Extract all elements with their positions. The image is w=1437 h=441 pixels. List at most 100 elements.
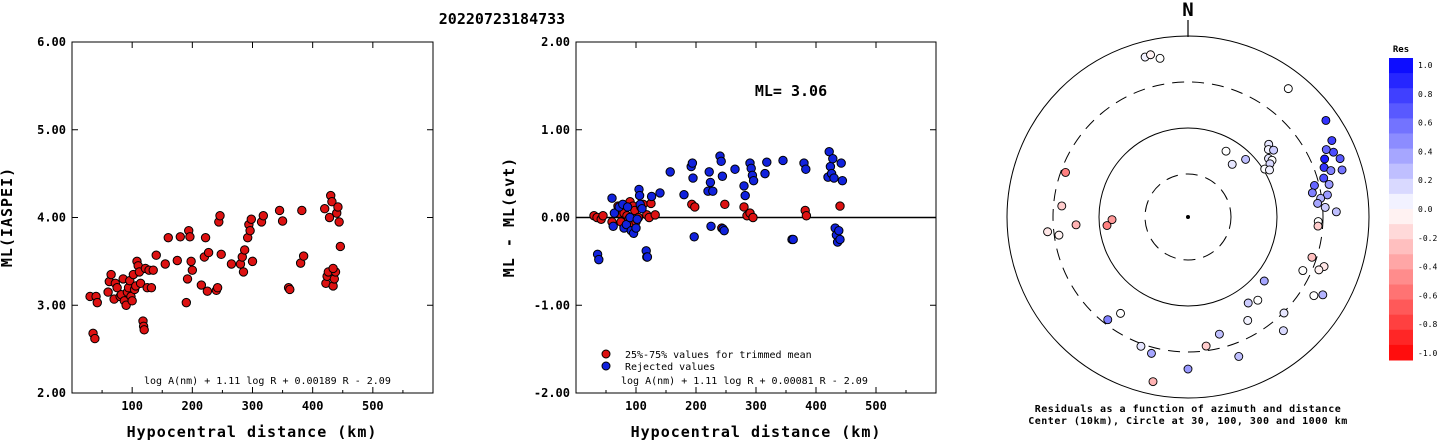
station-marker [1327,136,1337,145]
station-marker [1146,50,1155,60]
colorbar-cell [1389,133,1413,150]
colorbar-tick-label: 0.4 [1418,147,1433,156]
mid-point-s1 [730,164,740,174]
left-point-s0 [239,245,250,255]
left-xtick-label: 100 [121,399,143,413]
mid-point-s1 [646,191,657,202]
colorbar-cell [1389,58,1413,74]
station-marker [1227,159,1237,169]
station-marker [1265,165,1274,175]
station-marker [1043,227,1053,237]
left-point-s0 [203,247,214,258]
legend-blue-marker [601,361,611,371]
left-point-s0 [185,232,195,242]
colorbar-tick-label: 1.0 [1418,61,1433,70]
xlabel-middle: Hypocentral distance (km) [631,423,882,441]
colorbar-cell [1389,103,1413,119]
left-point-s0 [285,284,295,295]
left-point-s0 [334,217,344,227]
outer-ring-1000km [1006,35,1370,399]
left-ytick-label: 3.00 [37,298,66,312]
left-ytick-label: 5.00 [37,123,66,137]
mid-point-s1 [748,175,759,186]
left-point-s0 [297,205,307,216]
left-point-s0 [298,251,309,261]
left-ytick-label: 4.00 [37,211,66,225]
station-marker [1307,252,1317,262]
station-marker [1307,188,1317,198]
ylabel-left: ML(IASPEI) [0,167,16,267]
left-point-s0 [92,297,102,308]
colorbar-cell [1389,269,1413,285]
ring-100km [1098,127,1278,307]
left-point-s0 [238,267,249,277]
left-point-s0 [196,280,207,290]
left-point-s0 [139,325,149,335]
left-point-s0 [258,211,269,221]
colorbar-cell [1389,344,1413,361]
mid-point-s1 [594,254,604,265]
mid-point-s1 [837,175,848,186]
left-point-s0 [324,212,335,223]
station-marker [1155,53,1165,63]
station-marker [1298,266,1308,275]
mid-ytick-label: 1.00 [541,123,570,137]
station-marker [1283,84,1293,94]
station-marker [1337,165,1347,175]
mid-point-s1 [717,171,728,181]
colorbar-tick-label: -0.2 [1418,234,1437,243]
ring-30km [1144,173,1232,261]
left-xtick-label: 300 [242,399,264,413]
left-point-s0 [151,250,161,260]
left-point-s0 [148,265,158,275]
station-marker [1319,173,1329,183]
left-point-s0 [226,259,237,269]
colorbar-cell [1389,314,1413,331]
mid-point-s1 [739,181,749,191]
left-point-s0 [175,232,186,242]
mid-point-s1 [705,177,716,188]
mid-point-s1 [719,225,729,236]
ml-value: ML= 3.06 [755,82,827,100]
left-point-s0 [127,296,137,306]
colorbar-cell [1389,73,1413,89]
mid-point-s0 [835,201,845,211]
mid-point-s1 [607,193,617,203]
colorbar-tick-label: 0.8 [1418,90,1433,99]
mid-point-s1 [829,173,839,183]
station-marker [1335,154,1345,164]
left-point-s0 [181,297,192,308]
station-marker [1321,145,1331,155]
colorbar-cell [1389,88,1413,104]
mid-point-s1 [642,252,653,262]
mid-point-s1 [679,189,689,200]
station-marker [1313,221,1323,231]
left-point-s0 [274,205,285,216]
mid-point-s1 [801,164,811,174]
panel-ml-iaspei: 100 200 300 400 500 2.00 3.00 4.00 5.00 6.00 log … [0,35,434,441]
left-point-s0 [246,214,256,224]
mid-point-s1 [609,208,620,218]
left-point-s0 [103,287,113,297]
left-point-s0 [247,256,258,267]
colorbar-cell [1389,178,1413,195]
center-marker [1186,215,1190,219]
station-marker [1324,179,1334,189]
mid-xtick-label: 200 [685,399,707,413]
left-point-s0 [216,249,226,260]
station-marker [1116,308,1125,318]
left-point-s0 [187,265,198,275]
mid-point-s1 [740,190,750,201]
mid-point-s1 [836,158,846,168]
left-ytick-label: 2.00 [37,386,66,400]
colorbar-cell [1389,299,1413,316]
station-marker [1221,146,1231,156]
station-marker [1321,115,1331,125]
xlabel-left: Hypocentral distance (km) [127,423,378,441]
station-marker [1314,265,1324,275]
station-marker [1061,167,1070,177]
mid-point-s0 [690,202,700,212]
left-point-s0 [328,263,338,274]
station-marker [1071,220,1081,230]
colorbar-title: Res [1393,45,1409,55]
